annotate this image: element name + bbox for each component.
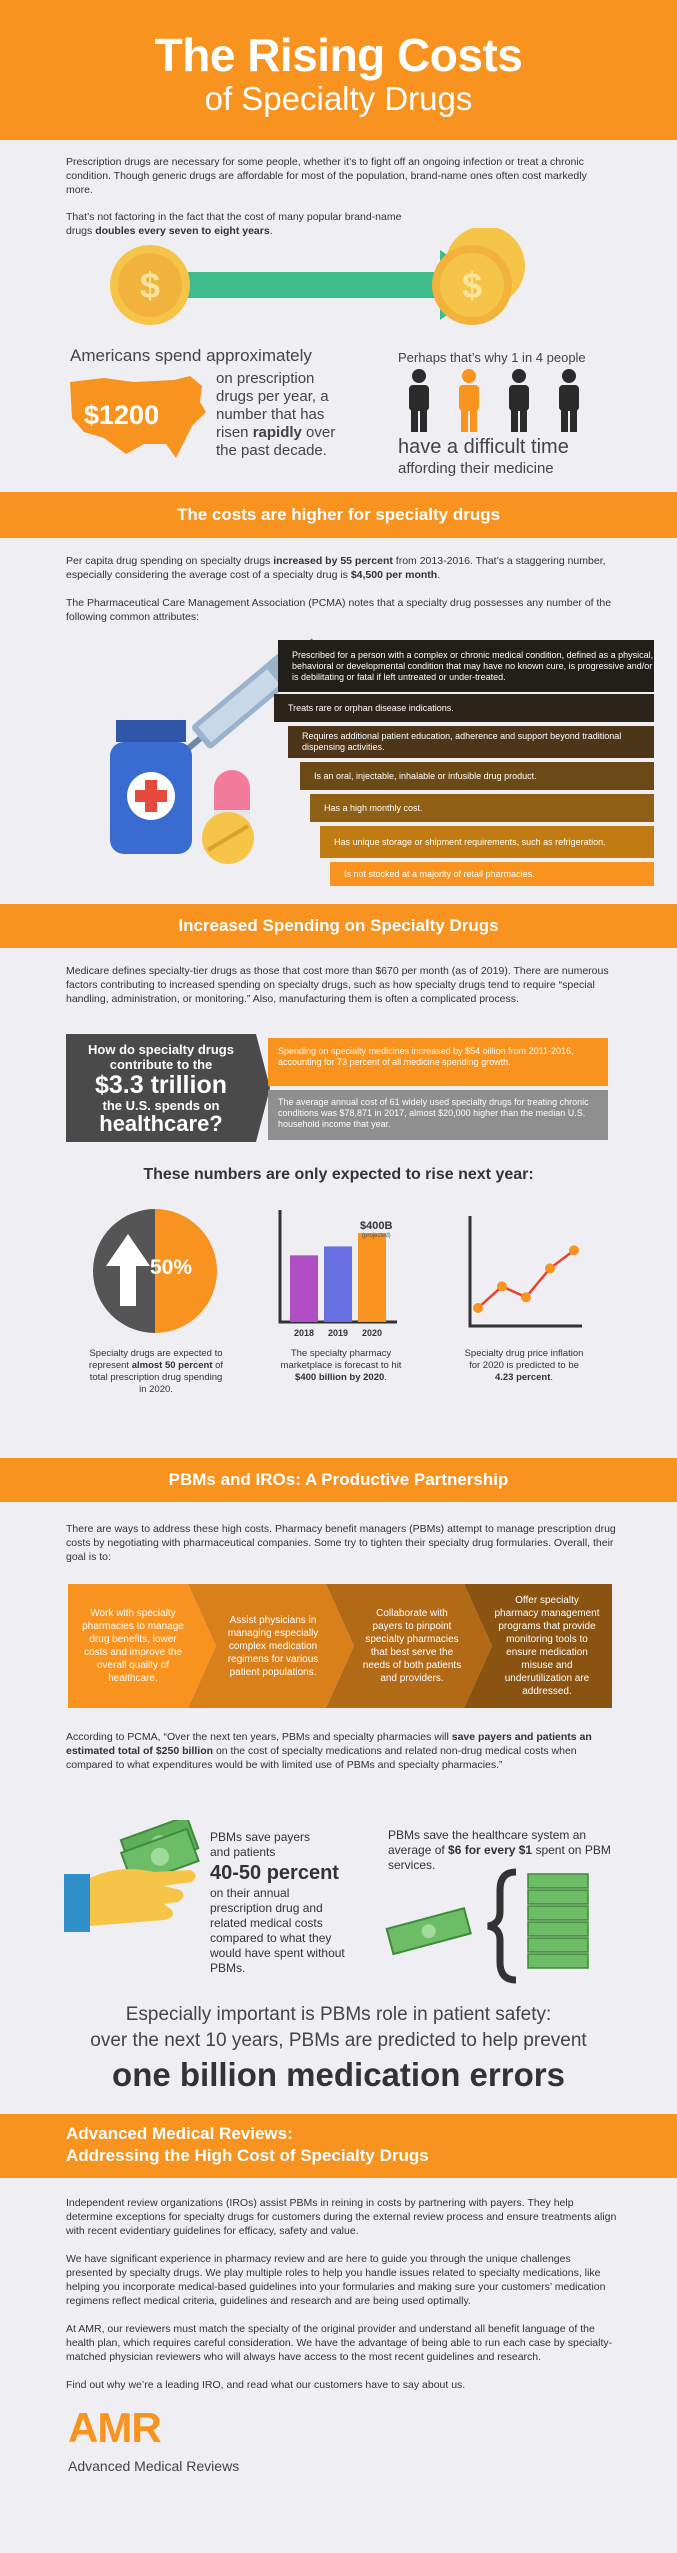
bar-chart: 2018 2019 2020 (278, 1210, 397, 1338)
goals-chevrons (68, 1584, 612, 1708)
amr-title-line-1: Advanced Medical Reviews: (66, 2124, 293, 2143)
medicare-paragraph: Medicare defines specialty-tier drugs as… (66, 965, 609, 1005)
amr-banner (0, 2114, 677, 2178)
bar-top-label: $400B (360, 1220, 393, 1232)
amr-logo: AMR (68, 2404, 162, 2451)
rise-title: These numbers are only expected to rise … (143, 1166, 534, 1183)
page-title: The Rising Costs (154, 29, 523, 81)
bar-2020 (358, 1233, 386, 1322)
amr-paragraph-1: Independent review organizations (IROs) … (66, 2197, 617, 2237)
one-in-four-text: Perhaps that’s why 1 in 4 people (398, 350, 586, 365)
bar-2018 (290, 1255, 318, 1322)
pie-chart (93, 1209, 217, 1333)
question-line-1: How do specialty drugs (88, 1042, 234, 1057)
amr-logo-subtitle: Advanced Medical Reviews (68, 2458, 240, 2474)
question-line-2: contribute to the (109, 1057, 213, 1072)
amr-paragraph-3: At AMR, our reviewers must match the spe… (66, 2323, 613, 2363)
attribute-3: Requires additional patient education, a… (288, 726, 654, 758)
attribute-1: Prescribed for a person with a complex o… (278, 640, 654, 692)
coin-arrow-graphic: $ $ (110, 228, 525, 325)
amr-title-line-2: Addressing the High Cost of Specialty Dr… (66, 2146, 429, 2165)
line-point (473, 1303, 483, 1313)
bar-2019 (324, 1246, 352, 1322)
line-caption: Specialty drug price inflation for 2020 … (464, 1348, 584, 1383)
bar-tick-label: 2020 (362, 1328, 382, 1338)
us-map-icon (70, 376, 206, 458)
pcma-paragraph: The Pharmaceutical Care Management Assoc… (66, 597, 612, 623)
pcma-savings-paragraph: According to PCMA, “Over the next ten ye… (66, 1731, 592, 1771)
attribute-6: Has unique storage or shipment requireme… (320, 826, 654, 858)
intro-doubling: That’s not factoring in the fact that th… (66, 211, 402, 237)
line-chart (468, 1216, 582, 1328)
svg-text:$: $ (462, 265, 482, 306)
pbm-save-description: on their annual prescription drug and re… (210, 1886, 345, 1975)
header-banner (0, 0, 677, 140)
spend-description: on prescription drugs per year, a number… (216, 370, 336, 459)
up-arrow-icon (106, 1234, 150, 1306)
bar-tick-label: 2019 (328, 1328, 348, 1338)
attribute-5: Has a high monthly cost. (310, 794, 654, 822)
fact-growth: Spending on specialty medicines increase… (268, 1038, 608, 1086)
question-amount: $3.3 trillion (95, 1071, 227, 1099)
per-capita-paragraph: Per capita drug spending on specialty dr… (66, 555, 606, 581)
amr-paragraph-4: Find out why we’re a leading IRO, and re… (66, 2379, 466, 2391)
pbm-save-label: PBMs save payers and patients (210, 1830, 311, 1859)
question-line-3: the U.S. spends on (102, 1098, 220, 1113)
section-costs-header: The costs are higher for specialty drugs (0, 492, 677, 538)
pie-caption: Specialty drugs are expected to represen… (88, 1348, 224, 1395)
attribute-7: Is not stocked at a majority of retail p… (330, 862, 654, 886)
goal-2: Assist physicians in managing especially… (227, 1614, 319, 1678)
safety-line-3: one billion medication errors (112, 2056, 565, 2093)
trillion-question-box: How do specialty drugs contribute to the… (66, 1034, 256, 1142)
pie-slice-1 (155, 1209, 217, 1333)
svg-text:$: $ (140, 265, 160, 306)
goal-1: Work with specialty pharmacies to manage… (82, 1608, 184, 1684)
bar-top-note: (projected) (362, 1233, 391, 1239)
safety-line-1: Especially important is PBMs role in pat… (125, 2004, 552, 2025)
money-stack-icon (385, 1868, 589, 1984)
amr-paragraph-2: We have significant experience in pharma… (66, 2253, 606, 2307)
bar-caption: The specialty pharmacy marketplace is fo… (280, 1348, 402, 1383)
question-line-4: healthcare? (99, 1111, 223, 1136)
attribute-4: Is an oral, injectable, inhalable or inf… (300, 762, 654, 790)
hand-money-icon (64, 1820, 200, 1932)
difficult-time-text: have a difficult time (398, 436, 569, 458)
question-arrow (256, 1034, 270, 1142)
line-chart-axis (468, 1216, 582, 1328)
people-icons (409, 369, 579, 432)
line-point (497, 1281, 507, 1292)
fact-annual-cost: The average annual cost of 61 widely use… (268, 1090, 608, 1140)
line-point (569, 1245, 579, 1256)
section-spending-header: Increased Spending on Specialty Drugs (0, 904, 677, 948)
intro-paragraph: Prescription drugs are necessary for som… (66, 156, 587, 196)
americans-spend-text: Americans spend approximately (70, 346, 312, 365)
page-subtitle: of Specialty Drugs (204, 80, 473, 117)
spend-amount: $1200 (84, 400, 160, 430)
attribute-2: Treats rare or orphan disease indication… (274, 694, 654, 722)
pbm-paragraph: There are ways to address these high cos… (66, 1523, 616, 1563)
bar-tick-label: 2018 (294, 1328, 314, 1338)
line-point (521, 1292, 531, 1303)
pill-bottle-syringe-illustration (110, 638, 319, 864)
goal-3: Collaborate with payers to pinpoint spec… (362, 1608, 462, 1684)
goal-4: Offer specialty pharmacy management prog… (494, 1595, 600, 1697)
pbm-average-savings: PBMs save the healthcare system an avera… (388, 1828, 611, 1872)
section-pbm-header: PBMs and IROs: A Productive Partnership (0, 1458, 677, 1502)
line-point (545, 1263, 555, 1274)
affording-text: affording their medicine (398, 460, 554, 477)
pie-value-label: 50% (150, 1256, 193, 1279)
safety-line-2: over the next 10 years, PBMs are predict… (90, 2030, 587, 2051)
pbm-save-percent: 40-50 percent (210, 1862, 339, 1884)
